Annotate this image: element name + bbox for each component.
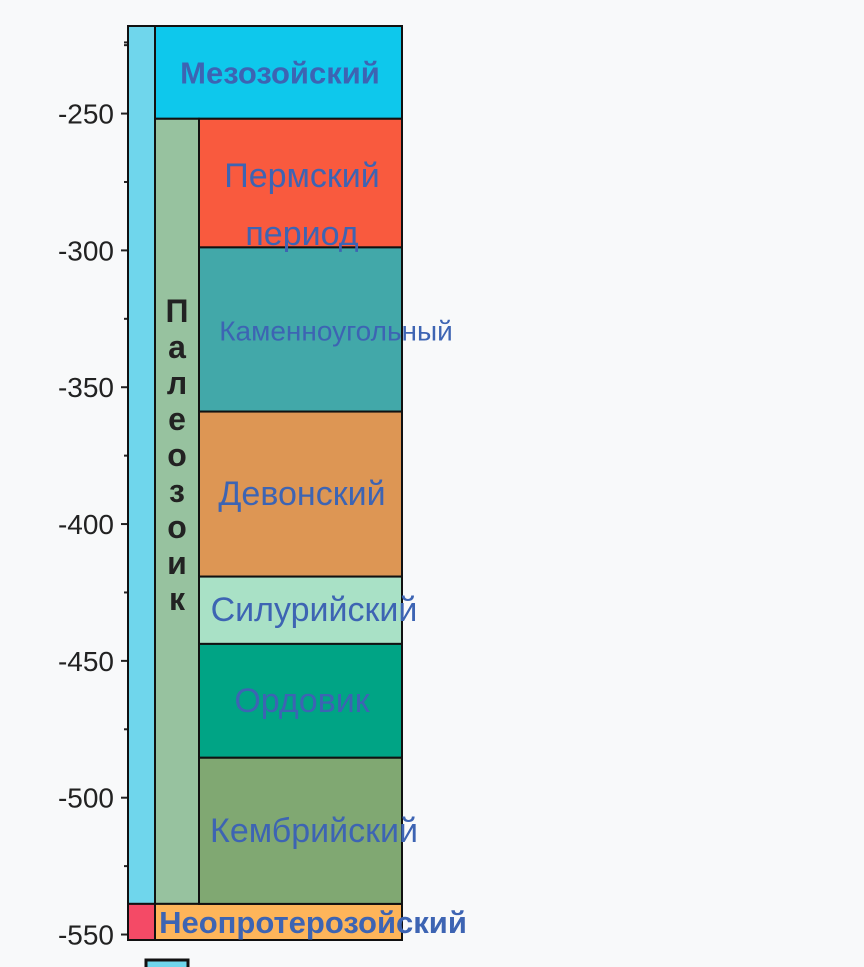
era-label-letter: з bbox=[169, 473, 185, 509]
era-label-letter: л bbox=[167, 365, 187, 401]
tick-label: -500 bbox=[58, 783, 114, 814]
era-label-letter: П bbox=[166, 293, 189, 329]
period-label: Кембрийский bbox=[210, 812, 418, 850]
tick-label: -400 bbox=[58, 509, 114, 540]
period-label: Силурийский bbox=[211, 591, 418, 629]
era-label: Неопротерозойский bbox=[159, 905, 467, 940]
era-label: Мезозойский bbox=[180, 55, 380, 90]
eon-band bbox=[127, 902, 156, 942]
tick-label: -350 bbox=[58, 372, 114, 403]
tick-label: -300 bbox=[58, 235, 114, 266]
period-band bbox=[198, 246, 403, 413]
period-band bbox=[198, 117, 403, 249]
period-label: Пермский bbox=[224, 157, 380, 195]
period-band bbox=[198, 575, 403, 645]
period-label: Каменноугольный bbox=[219, 315, 453, 346]
era-label-letter: о bbox=[167, 437, 187, 473]
period-band bbox=[198, 756, 403, 905]
era-label-letter: а bbox=[168, 329, 186, 365]
era-label-letter: к bbox=[169, 581, 186, 617]
legend-swatch bbox=[144, 958, 190, 967]
period-label: Девонский bbox=[218, 475, 385, 513]
period-label: Ордовик bbox=[234, 682, 370, 720]
eon-band bbox=[127, 25, 156, 905]
era-label-letter: о bbox=[167, 509, 187, 545]
tick-label: -450 bbox=[58, 646, 114, 677]
era-label-letter: и bbox=[167, 545, 187, 581]
era-band bbox=[154, 902, 403, 942]
period-label: период bbox=[245, 215, 358, 253]
tick-label: -250 bbox=[58, 99, 114, 130]
period-band bbox=[198, 410, 403, 578]
tick-label: -550 bbox=[58, 920, 114, 951]
era-label-letter: е bbox=[168, 401, 186, 437]
